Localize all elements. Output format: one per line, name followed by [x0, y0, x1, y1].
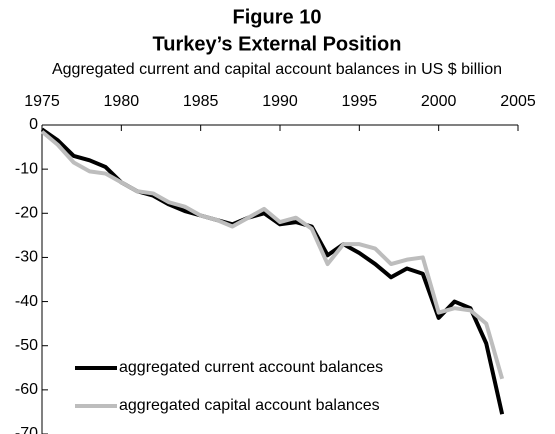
legend-label: aggregated capital account balances — [119, 397, 380, 414]
chart-subtitle: Turkey’s External Position — [153, 33, 402, 55]
x-tick-label: 2000 — [421, 93, 457, 110]
y-tick-label: -60 — [15, 381, 38, 398]
y-tick-label: -30 — [15, 249, 38, 266]
x-tick-label: 2005 — [500, 93, 536, 110]
chart-title: Figure 10 — [233, 6, 322, 28]
y-tick-label: -10 — [15, 160, 38, 177]
legend-label: aggregated current account balances — [119, 359, 383, 376]
y-tick-label: -70 — [15, 425, 38, 434]
y-tick-label: -40 — [15, 293, 38, 310]
axis-label: Aggregated current and capital account b… — [52, 61, 502, 78]
x-tick-label: 1975 — [24, 93, 60, 110]
y-tick-label: 0 — [29, 116, 38, 133]
x-tick-label: 1995 — [342, 93, 378, 110]
x-tick-label: 1985 — [183, 93, 219, 110]
y-tick-label: -50 — [15, 337, 38, 354]
y-tick-label: -20 — [15, 205, 38, 222]
x-tick-label: 1990 — [262, 93, 298, 110]
x-tick-label: 1980 — [104, 93, 140, 110]
series-line — [40, 130, 505, 380]
